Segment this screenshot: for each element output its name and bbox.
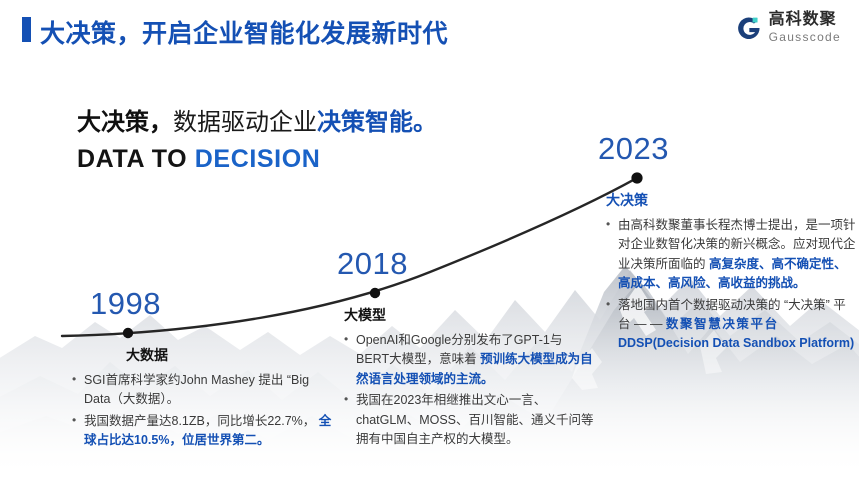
headline-en-blue: DECISION bbox=[194, 145, 321, 173]
milestone-heading-2023: 大决策 bbox=[606, 192, 648, 208]
bullet-text-emphasis: 高复杂度、高不确定性、高成本、高风险、高收益的挑战。 bbox=[618, 256, 847, 291]
list-item: 我国在2023年相继推出文心一言、chatGLM、MOSS、百川智能、通义千问等… bbox=[344, 390, 594, 449]
bullet-text-emphasis: 预训练大模型成为自然语言处理领域的主流。 bbox=[356, 352, 593, 386]
year-label-1998: 1998 bbox=[90, 286, 161, 321]
bullet-text: 我国数据产量达8.1ZB，同比增长22.7%， bbox=[84, 413, 316, 428]
milestone-heading-1998: 大数据 bbox=[126, 347, 168, 363]
milestone-bullets-2023: 由高科数聚董事长程杰博士提出，是一项针对企业数智化决策的新兴概念。应对现代企业决… bbox=[606, 215, 856, 354]
headline-block: 大决策，数据驱动企业决策智能。 DATA TO DECISION bbox=[77, 108, 437, 174]
bullet-text: BERT大模型，意味着 bbox=[356, 352, 477, 367]
milestone-dot-1998 bbox=[122, 327, 134, 339]
list-item: 由高科数聚董事长程杰博士提出，是一项针对企业数智化决策的新兴概念。应对现代企业决… bbox=[606, 215, 856, 294]
bullet-text: SGI首席科学家约John Mashey 提出 bbox=[84, 373, 284, 387]
headline-en-dark: DATA TO bbox=[77, 145, 195, 173]
header-accent-bar bbox=[22, 17, 31, 42]
list-item: 我国数据产量达8.1ZB，同比增长22.7%， 全球占比达10.5%，位居世界第… bbox=[72, 411, 332, 451]
headline-cn-blue: 决策智能。 bbox=[317, 109, 437, 136]
bullet-text: 落地国内首个数据驱动决策的 “大决策” 平台 — — bbox=[618, 297, 846, 331]
milestone-column-2018: 大模型 OpenAI和Google分别发布了GPT-1与 BERT大模型，意味着… bbox=[344, 305, 594, 451]
headline-cn-bold: 大决策， bbox=[77, 109, 173, 136]
list-item: OpenAI和Google分别发布了GPT-1与 BERT大模型，意味着 预训练… bbox=[344, 330, 594, 389]
headline-chinese: 大决策，数据驱动企业决策智能。 bbox=[77, 108, 437, 138]
headline-cn-regular: 数据驱动企业 bbox=[173, 109, 317, 136]
brand-logo: 高科数聚 Gausscode bbox=[736, 12, 841, 43]
milestone-bullets-1998: SGI首席科学家约John Mashey 提出 “Big Data（大数据）。 … bbox=[72, 370, 332, 451]
bullet-text-emphasis: DDSP(Decision Data Sandbox Platform) bbox=[618, 336, 855, 351]
page-title: 大决策，开启企业智能化发展新时代 bbox=[40, 20, 449, 48]
milestone-heading-2018: 大模型 bbox=[344, 307, 386, 323]
bullet-text-emphasis: 全球占比达10.5%，位居世界第二。 bbox=[84, 413, 332, 448]
brand-name-en: Gausscode bbox=[768, 30, 841, 44]
milestone-column-2023: 大决策 由高科数聚董事长程杰博士提出，是一项针对企业数智化决策的新兴概念。应对现… bbox=[606, 190, 856, 356]
milestone-dot-2023 bbox=[631, 172, 643, 184]
year-label-2018: 2018 bbox=[337, 246, 408, 281]
headline-english: DATA TO DECISION bbox=[77, 145, 437, 174]
list-item: SGI首席科学家约John Mashey 提出 “Big Data（大数据）。 bbox=[72, 370, 332, 410]
brand-name-cn: 高科数聚 bbox=[768, 11, 837, 28]
milestone-dot-2018 bbox=[369, 287, 381, 299]
bullet-text: OpenAI和Google分别发布了GPT-1与 bbox=[356, 333, 563, 347]
bullet-text: 由高科数聚董事长程杰博士提出，是一项针对企业数智化决策的新兴概念。应对现代企业决… bbox=[618, 218, 856, 271]
bullet-text: 我国在2023年相继推出文心一言、chatGLM、MOSS、百川智能、通义千问等… bbox=[356, 393, 594, 446]
milestone-bullets-2018: OpenAI和Google分别发布了GPT-1与 BERT大模型，意味着 预训练… bbox=[344, 330, 594, 449]
list-item: 落地国内首个数据驱动决策的 “大决策” 平台 — — 数聚智慧决策平台 DDSP… bbox=[606, 294, 856, 354]
year-label-2023: 2023 bbox=[598, 131, 669, 166]
bullet-text: “Big Data（大数据）。 bbox=[84, 373, 310, 407]
gausscode-logo-icon bbox=[737, 17, 760, 39]
brand-logo-text: 高科数聚 Gausscode bbox=[768, 11, 841, 44]
milestone-column-1998: 大数据 SGI首席科学家约John Mashey 提出 “Big Data（大数… bbox=[72, 345, 332, 453]
bullet-text-emphasis-spaced: 数聚智慧决策平台 bbox=[665, 316, 779, 331]
slide-header: 大决策，开启企业智能化发展新时代 高科数聚 Gausscode bbox=[0, 0, 859, 62]
